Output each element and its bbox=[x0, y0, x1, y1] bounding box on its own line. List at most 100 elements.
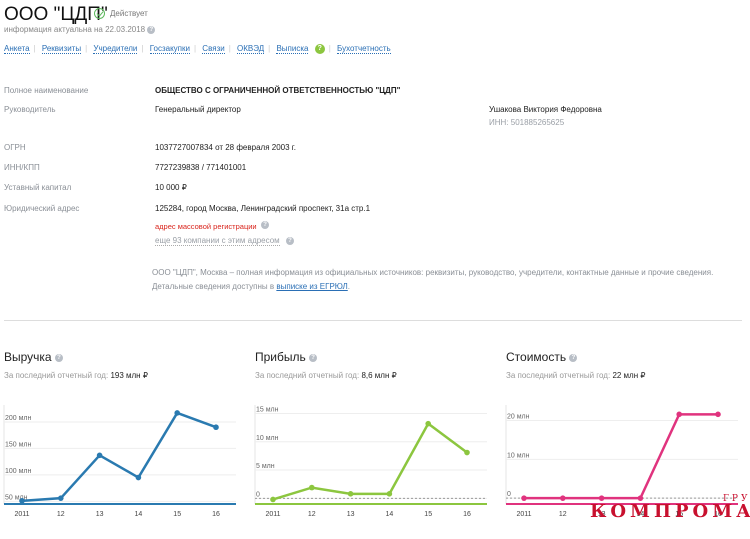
revenue-title: Выручка ? bbox=[4, 350, 63, 364]
tab-svyazi[interactable]: Связи bbox=[202, 44, 225, 55]
x-tick-label: 2011 bbox=[265, 511, 280, 518]
data-point[interactable] bbox=[715, 411, 721, 418]
y-tick-label: 15 млн bbox=[256, 406, 279, 413]
profit-chart: 0 5 млн 10 млн 15 млн 2011 12 13 14 15 16 bbox=[254, 405, 487, 518]
watermark-logo: ГРУПП КОМПРОМАТ bbox=[590, 494, 750, 522]
about-paragraph: ООО "ЦДП", Москва – полная информация из… bbox=[152, 266, 742, 294]
profit-title: Прибыль ? bbox=[255, 350, 318, 364]
x-tick-label: 13 bbox=[96, 511, 104, 518]
x-tick-label: 16 bbox=[714, 511, 722, 518]
data-point[interactable] bbox=[96, 452, 103, 459]
tab-vypiska[interactable]: Выписка bbox=[276, 44, 309, 55]
help-icon[interactable]: ? bbox=[261, 220, 270, 229]
head-name-link[interactable]: Ушакова Виктория Федоровна bbox=[489, 105, 602, 114]
data-point[interactable] bbox=[347, 491, 354, 497]
nav-tabs: Анкета | Реквизиты | Учредители | Госзакупк… bbox=[4, 44, 391, 55]
value-title: Стоимость ? bbox=[506, 350, 578, 364]
status-badge: Действует bbox=[110, 9, 148, 18]
data-point[interactable] bbox=[425, 420, 431, 427]
watermark-small: ГРУПП bbox=[722, 494, 750, 504]
x-tick-label: 13 bbox=[598, 511, 606, 518]
y-tick-label: 20 млн bbox=[507, 414, 530, 421]
tab-buhotchetnost[interactable]: Бухотчетность bbox=[337, 44, 391, 55]
series-line bbox=[21, 411, 217, 503]
y-tick-label: 150 млн bbox=[5, 441, 32, 448]
question-badge-icon[interactable]: ? bbox=[314, 44, 325, 54]
x-tick-label: 15 bbox=[173, 511, 181, 518]
y-tick-label: 50 млн bbox=[5, 494, 28, 501]
revenue-subtitle: За последний отчетный год: 193 млн ₽ bbox=[4, 371, 148, 380]
x-tick-label: 15 bbox=[424, 511, 432, 518]
egrul-link[interactable]: выписке из ЕГРЮЛ bbox=[276, 282, 348, 291]
capital-label: Уставный капитал bbox=[4, 183, 72, 192]
full-name-value: ОБЩЕСТВО С ОГРАНИЧЕННОЙ ОТВЕТСТВЕННОСТЬЮ… bbox=[155, 86, 401, 95]
x-tick-label: 12 bbox=[559, 511, 567, 518]
data-point[interactable] bbox=[637, 495, 644, 501]
data-point[interactable] bbox=[309, 484, 315, 491]
x-tick-label: 13 bbox=[347, 511, 355, 518]
x-tick-label: 16 bbox=[212, 511, 220, 518]
data-point[interactable] bbox=[174, 410, 180, 416]
data-point[interactable] bbox=[521, 495, 527, 501]
head-position: Генеральный директор bbox=[155, 105, 241, 114]
head-inn: ИНН: 501885265625 bbox=[489, 118, 565, 127]
tab-okved[interactable]: ОКВЭД bbox=[237, 44, 265, 55]
y-tick-label: 200 млн bbox=[5, 415, 32, 422]
data-point[interactable] bbox=[464, 449, 470, 456]
tab-goszakupki[interactable]: Госзакупки bbox=[149, 44, 190, 55]
y-tick-label: 10 млн bbox=[256, 435, 279, 442]
x-tick-label: 16 bbox=[463, 511, 471, 518]
data-point[interactable] bbox=[598, 495, 605, 501]
x-tick-label: 14 bbox=[386, 511, 394, 518]
y-tick-label: 0 bbox=[256, 491, 260, 498]
data-point[interactable] bbox=[58, 495, 64, 501]
profit-subtitle: За последний отчетный год: 8,6 млн ₽ bbox=[255, 371, 397, 380]
series-line bbox=[524, 413, 718, 500]
capital-value: 10 000 ₽ bbox=[155, 183, 187, 192]
more-companies-link[interactable]: еще 93 компании с этим адресом bbox=[155, 236, 280, 246]
x-tick-label: 12 bbox=[57, 511, 65, 518]
watermark-large: КОМПРОМАТ bbox=[590, 501, 750, 522]
y-tick-label: 5 млн bbox=[256, 463, 275, 470]
section-divider bbox=[4, 320, 742, 321]
x-tick-label: 2011 bbox=[14, 511, 29, 518]
x-tick-label: 15 bbox=[675, 511, 683, 518]
ogrn-label: ОГРН bbox=[4, 143, 26, 152]
help-icon[interactable]: ? bbox=[54, 353, 63, 362]
data-point[interactable] bbox=[213, 424, 219, 431]
about-text: ООО "ЦДП", Москва – полная информация из… bbox=[152, 268, 714, 291]
about-end: . bbox=[347, 282, 350, 291]
data-point[interactable] bbox=[676, 411, 682, 418]
company-title: ООО "ЦДП" bbox=[4, 4, 108, 25]
full-name-label: Полное наименование bbox=[4, 86, 89, 95]
more-companies: еще 93 компании с этим адресом ? bbox=[155, 236, 294, 246]
y-tick-label: 100 млн bbox=[5, 468, 32, 475]
inn-kpp-value: 7727239838 / 771401001 bbox=[155, 163, 247, 172]
x-tick-label: 14 bbox=[135, 511, 143, 518]
tab-rekvizity[interactable]: Реквизиты bbox=[41, 44, 82, 55]
address-value: 125284, город Москва, Ленинградский прос… bbox=[155, 204, 371, 213]
data-point[interactable] bbox=[135, 474, 142, 481]
data-point[interactable] bbox=[19, 498, 25, 504]
mass-registration-text: адрес массовой регистрации bbox=[155, 222, 257, 231]
ogrn-value: 1037727007834 от 28 февраля 2003 г. bbox=[155, 143, 296, 152]
mass-registration-note: адрес массовой регистрации ? bbox=[155, 216, 270, 234]
y-tick-label: 0 bbox=[507, 491, 511, 498]
tab-uchrediteli[interactable]: Учредители bbox=[93, 44, 138, 55]
actuality-note: информация актуальна на 22.03.2018 ? bbox=[4, 25, 156, 34]
data-point[interactable] bbox=[270, 496, 276, 503]
help-icon[interactable]: ? bbox=[285, 236, 294, 245]
data-point[interactable] bbox=[560, 495, 566, 501]
y-tick-label: 10 млн bbox=[507, 452, 530, 459]
value-chart: 0 10 млн 20 млн 2011 12 13 14 15 16 bbox=[505, 405, 738, 518]
address-label: Юридический адрес bbox=[4, 204, 80, 213]
actuality-text: информация актуальна на 22.03.2018 bbox=[4, 25, 146, 34]
head-label: Руководитель bbox=[4, 105, 56, 114]
x-tick-label: 12 bbox=[308, 511, 316, 518]
tab-anketa[interactable]: Анкета bbox=[4, 44, 30, 55]
inn-kpp-label: ИНН/КПП bbox=[4, 163, 40, 172]
help-icon[interactable]: ? bbox=[569, 353, 578, 362]
data-point[interactable] bbox=[386, 491, 393, 497]
help-icon[interactable]: ? bbox=[147, 25, 156, 34]
help-icon[interactable]: ? bbox=[309, 353, 318, 362]
